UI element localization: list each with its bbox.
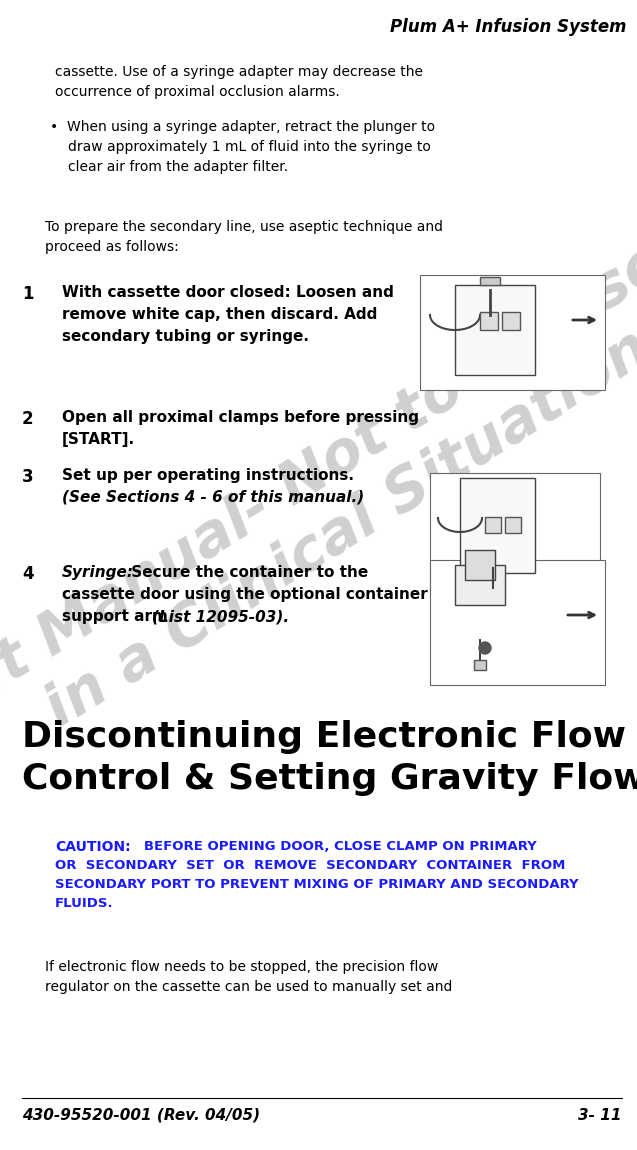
Text: SECONDARY PORT TO PREVENT MIXING OF PRIMARY AND SECONDARY: SECONDARY PORT TO PREVENT MIXING OF PRIM… <box>55 877 578 891</box>
Text: Open all proximal clamps before pressing: Open all proximal clamps before pressing <box>62 411 419 425</box>
Text: If electronic flow needs to be stopped, the precision flow: If electronic flow needs to be stopped, … <box>45 960 438 974</box>
Bar <box>502 312 520 330</box>
Text: 2: 2 <box>22 411 34 428</box>
Text: Draft Manual- Not to be used
    in a Clinical Situation.: Draft Manual- Not to be used in a Clinic… <box>0 212 637 823</box>
Text: 3: 3 <box>22 468 34 486</box>
Text: •  When using a syringe adapter, retract the plunger to: • When using a syringe adapter, retract … <box>50 120 435 135</box>
Circle shape <box>479 642 491 654</box>
Text: To prepare the secondary line, use aseptic technique and: To prepare the secondary line, use asept… <box>45 220 443 233</box>
Text: BEFORE OPENING DOOR, CLOSE CLAMP ON PRIMARY: BEFORE OPENING DOOR, CLOSE CLAMP ON PRIM… <box>130 840 537 853</box>
Bar <box>485 518 501 532</box>
Text: cassette door using the optional container: cassette door using the optional contain… <box>62 586 428 601</box>
Text: secondary tubing or syringe.: secondary tubing or syringe. <box>62 329 309 344</box>
Text: occurrence of proximal occlusion alarms.: occurrence of proximal occlusion alarms. <box>55 85 340 99</box>
Text: (List 12095-03).: (List 12095-03). <box>152 610 289 624</box>
Bar <box>420 275 605 390</box>
Text: 430-95520-001 (Rev. 04/05): 430-95520-001 (Rev. 04/05) <box>22 1107 260 1124</box>
Text: draw approximately 1 mL of fluid into the syringe to: draw approximately 1 mL of fluid into th… <box>68 140 431 154</box>
Text: Syringe:: Syringe: <box>62 565 134 580</box>
Text: With cassette door closed: Loosen and: With cassette door closed: Loosen and <box>62 285 394 300</box>
Text: (See Sections 4 - 6 of this manual.): (See Sections 4 - 6 of this manual.) <box>62 490 364 505</box>
Text: OR  SECONDARY  SET  OR  REMOVE  SECONDARY  CONTAINER  FROM: OR SECONDARY SET OR REMOVE SECONDARY CON… <box>55 859 566 872</box>
Bar <box>430 473 600 593</box>
Text: 4: 4 <box>22 565 34 583</box>
Text: cassette. Use of a syringe adapter may decrease the: cassette. Use of a syringe adapter may d… <box>55 66 423 79</box>
Text: proceed as follows:: proceed as follows: <box>45 240 179 254</box>
Bar <box>480 277 500 285</box>
Text: Control & Setting Gravity Flow: Control & Setting Gravity Flow <box>22 762 637 796</box>
Text: Secure the container to the: Secure the container to the <box>126 565 368 580</box>
Text: regulator on the cassette can be used to manually set and: regulator on the cassette can be used to… <box>45 980 452 994</box>
Bar <box>455 285 535 375</box>
Bar <box>430 560 605 685</box>
Bar <box>460 478 535 573</box>
Text: Discontinuing Electronic Flow: Discontinuing Electronic Flow <box>22 720 626 754</box>
Text: support arm: support arm <box>62 610 173 624</box>
Bar <box>465 550 495 580</box>
Bar <box>455 565 505 605</box>
Text: 1: 1 <box>22 285 34 302</box>
Bar <box>505 518 521 532</box>
Text: CAUTION:: CAUTION: <box>55 840 131 854</box>
Text: 3- 11: 3- 11 <box>578 1107 622 1124</box>
Text: Set up per operating instructions.: Set up per operating instructions. <box>62 468 354 483</box>
Bar <box>480 312 498 330</box>
Bar <box>474 660 486 670</box>
Text: remove white cap, then discard. Add: remove white cap, then discard. Add <box>62 307 377 322</box>
Text: [START].: [START]. <box>62 432 135 447</box>
Text: clear air from the adapter filter.: clear air from the adapter filter. <box>68 160 288 174</box>
Text: FLUIDS.: FLUIDS. <box>55 897 113 910</box>
Text: Plum A+ Infusion System: Plum A+ Infusion System <box>390 18 627 36</box>
